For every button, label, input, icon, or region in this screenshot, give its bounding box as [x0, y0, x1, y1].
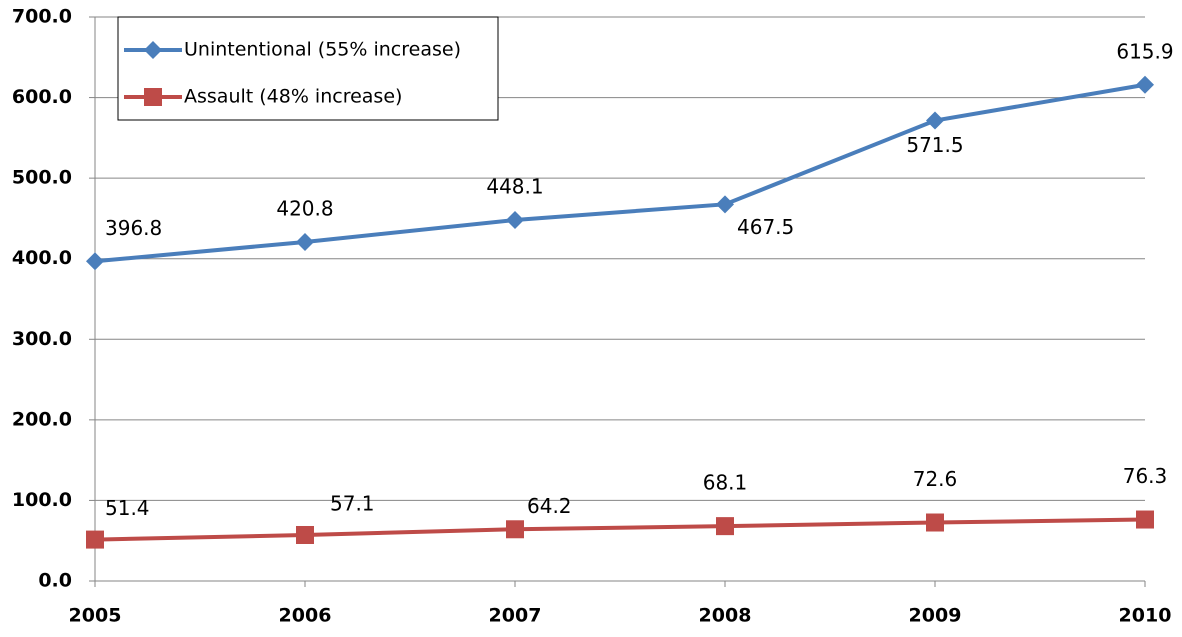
- point: [296, 525, 314, 544]
- data-label: 51.4: [105, 496, 150, 520]
- data-label: 467.5: [737, 215, 794, 239]
- data-label: 72.6: [913, 467, 958, 491]
- legend-box: [117, 16, 499, 121]
- y-tick-label: 0.0: [38, 570, 72, 592]
- data-label: 76.3: [1123, 464, 1168, 488]
- data-label: 68.1: [703, 471, 748, 495]
- point: [296, 232, 314, 251]
- legend-marker: [144, 41, 162, 59]
- x-tick-label: 2008: [699, 605, 752, 627]
- point: [86, 530, 104, 549]
- point: [716, 517, 734, 536]
- data-label: 57.1: [330, 491, 375, 515]
- data-label: 396.8: [105, 216, 162, 240]
- series-line: [94, 82, 1146, 264]
- y-tick-label: 500.0: [12, 167, 72, 189]
- y-tick-label: 700.0: [12, 6, 72, 28]
- point: [506, 520, 524, 539]
- legend-marker: [144, 88, 162, 106]
- y-tick-label: 400.0: [12, 247, 72, 269]
- data-label: 448.1: [486, 174, 543, 198]
- data-label: 64.2: [527, 494, 572, 518]
- legend-label: Unintentional (55% increase): [184, 39, 461, 61]
- x-tick-label: 2010: [1119, 605, 1172, 627]
- y-tick-label: 100.0: [12, 489, 72, 511]
- y-tick-label: 200.0: [12, 408, 72, 430]
- x-tick-label: 2007: [489, 605, 542, 627]
- point: [86, 252, 104, 271]
- data-label: 571.5: [906, 133, 963, 157]
- point: [506, 210, 524, 229]
- x-tick-label: 2005: [69, 605, 122, 627]
- point: [926, 111, 944, 130]
- data-label: 420.8: [276, 196, 333, 220]
- point: [1136, 75, 1154, 94]
- point: [716, 195, 734, 214]
- point: [926, 513, 944, 532]
- y-tick-label: 300.0: [12, 328, 72, 350]
- series-line: [94, 517, 1146, 542]
- point: [1136, 510, 1154, 529]
- x-tick-label: 2006: [279, 605, 332, 627]
- legend-label: Assault (48% increase): [184, 86, 402, 108]
- x-tick-label: 2009: [909, 605, 962, 627]
- data-label: 615.9: [1116, 39, 1173, 63]
- y-tick-label: 600.0: [12, 86, 72, 108]
